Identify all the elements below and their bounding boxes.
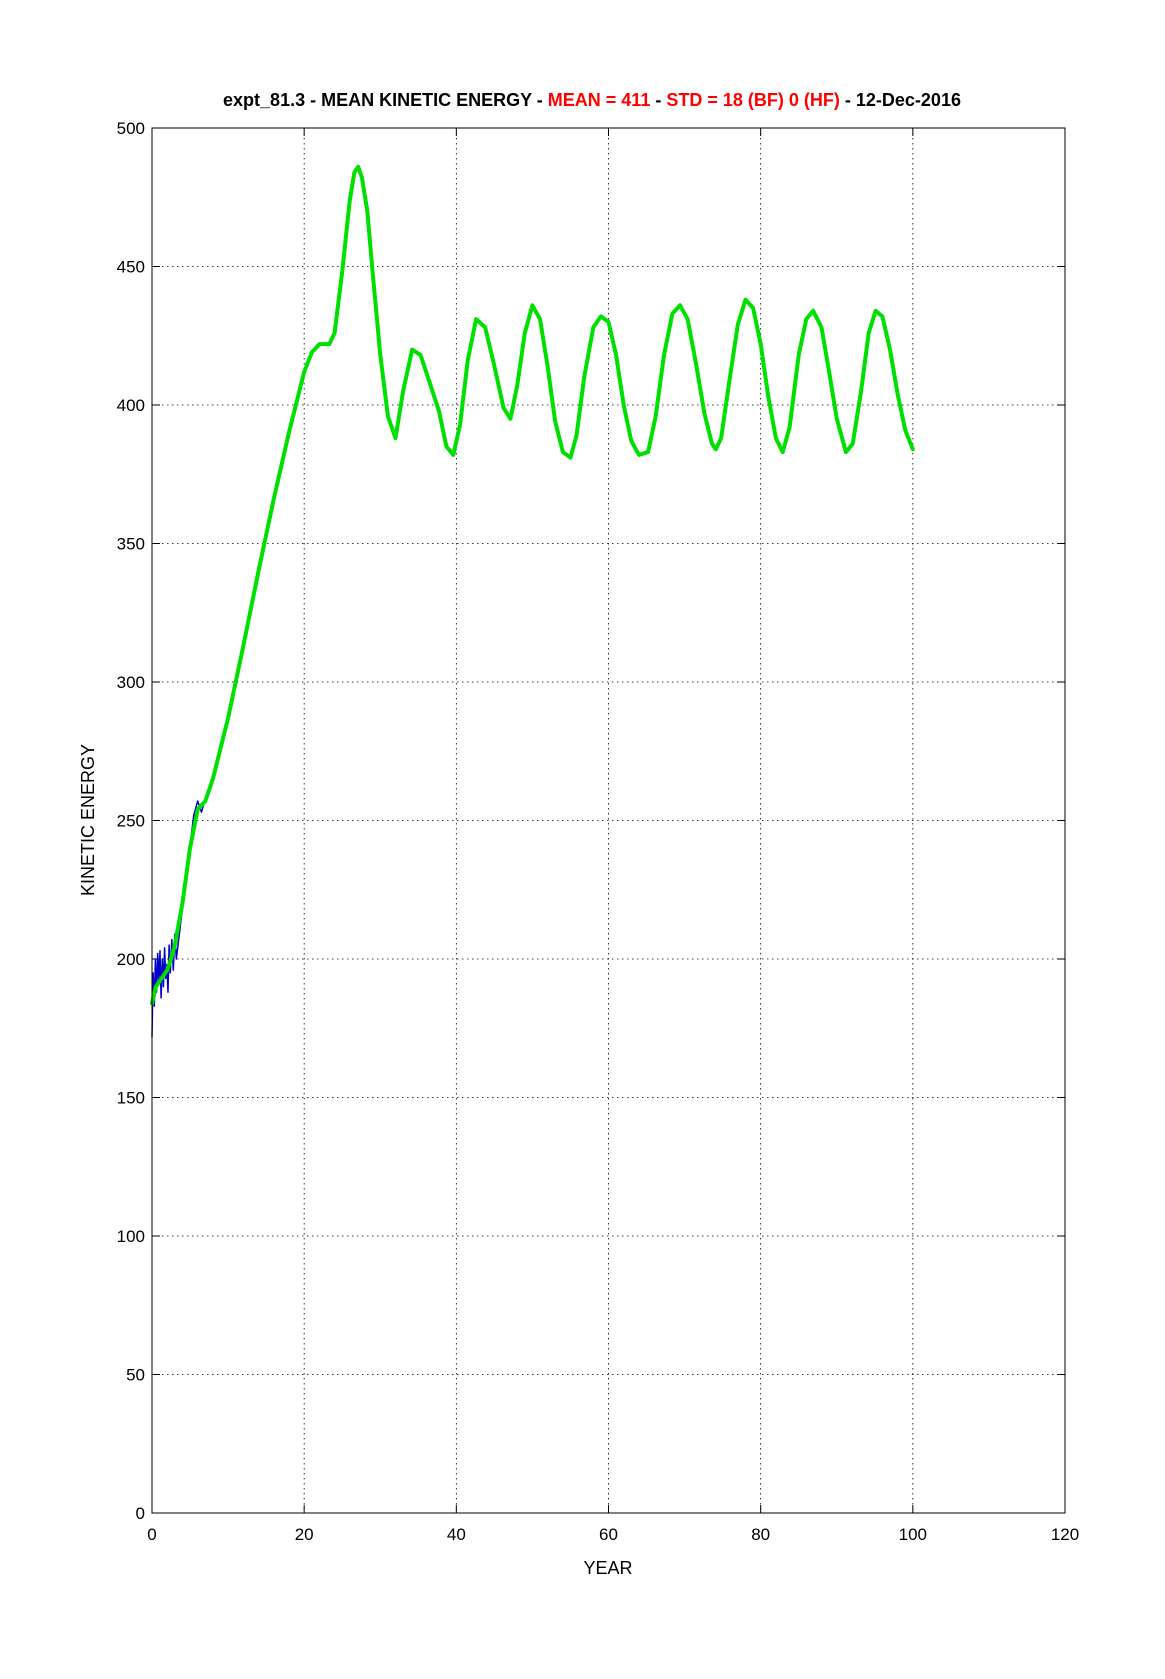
y-tick-label: 150 (117, 1089, 145, 1108)
y-tick-label: 100 (117, 1227, 145, 1246)
y-tick-label: 350 (117, 535, 145, 554)
x-tick-label: 100 (899, 1525, 927, 1544)
plot-frame (151, 127, 1066, 1514)
x-tick-label: 80 (751, 1525, 770, 1544)
y-tick-label: 400 (117, 396, 145, 415)
x-axis-label: YEAR (583, 1558, 632, 1578)
y-tick-label: 0 (136, 1504, 145, 1523)
title-std: STD = 18 (BF) 0 (HF) (666, 90, 840, 110)
grid (152, 128, 1065, 1513)
title-sep: - (655, 90, 666, 110)
y-tick-label: 450 (117, 258, 145, 277)
y-tick-label: 200 (117, 950, 145, 969)
title-suffix: - 12-Dec-2016 (845, 90, 961, 110)
title-prefix: expt_81.3 - MEAN KINETIC ENERGY - (223, 90, 548, 110)
x-tick-label: 120 (1051, 1525, 1079, 1544)
x-tick-label: 60 (599, 1525, 618, 1544)
x-tick-label: 0 (147, 1525, 156, 1544)
ticks: 0 20 40 60 80 100 120 0 50 100 150 200 250 300 350 400 4… (117, 119, 1080, 1544)
title-mean: MEAN = 411 (548, 90, 651, 110)
series-line-green (150, 164, 915, 1006)
series-line-blue (151, 797, 207, 1038)
y-tick-label: 50 (126, 1366, 145, 1385)
y-tick-label: 300 (117, 673, 145, 692)
y-axis-label: KINETIC ENERGY (78, 744, 98, 896)
x-tick-label: 40 (447, 1525, 466, 1544)
x-tick-label: 20 (295, 1525, 314, 1544)
series (150, 164, 915, 1038)
y-tick-label: 500 (117, 119, 145, 138)
y-tick-label: 250 (117, 812, 145, 831)
chart-title: expt_81.3 - MEAN KINETIC ENERGY - MEAN =… (223, 90, 961, 110)
